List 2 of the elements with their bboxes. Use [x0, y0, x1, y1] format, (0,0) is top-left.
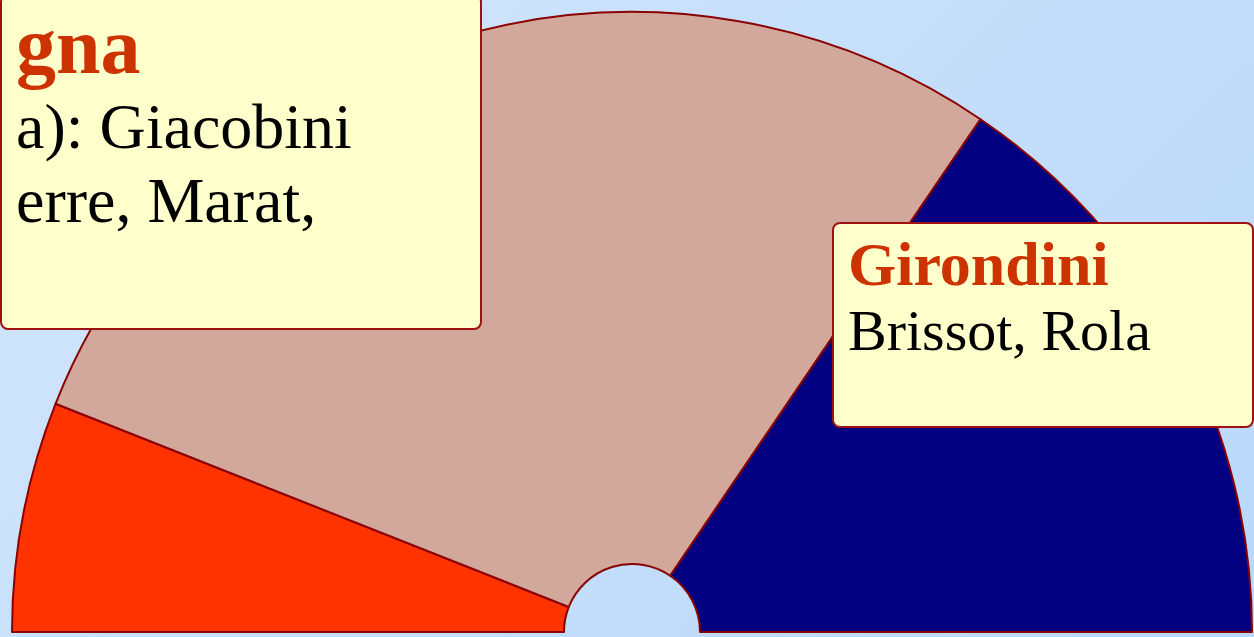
text: gna a): Giacobini erre, Marat, [16, 2, 353, 238]
text: Girondini Brissot, Rola [848, 230, 1152, 365]
